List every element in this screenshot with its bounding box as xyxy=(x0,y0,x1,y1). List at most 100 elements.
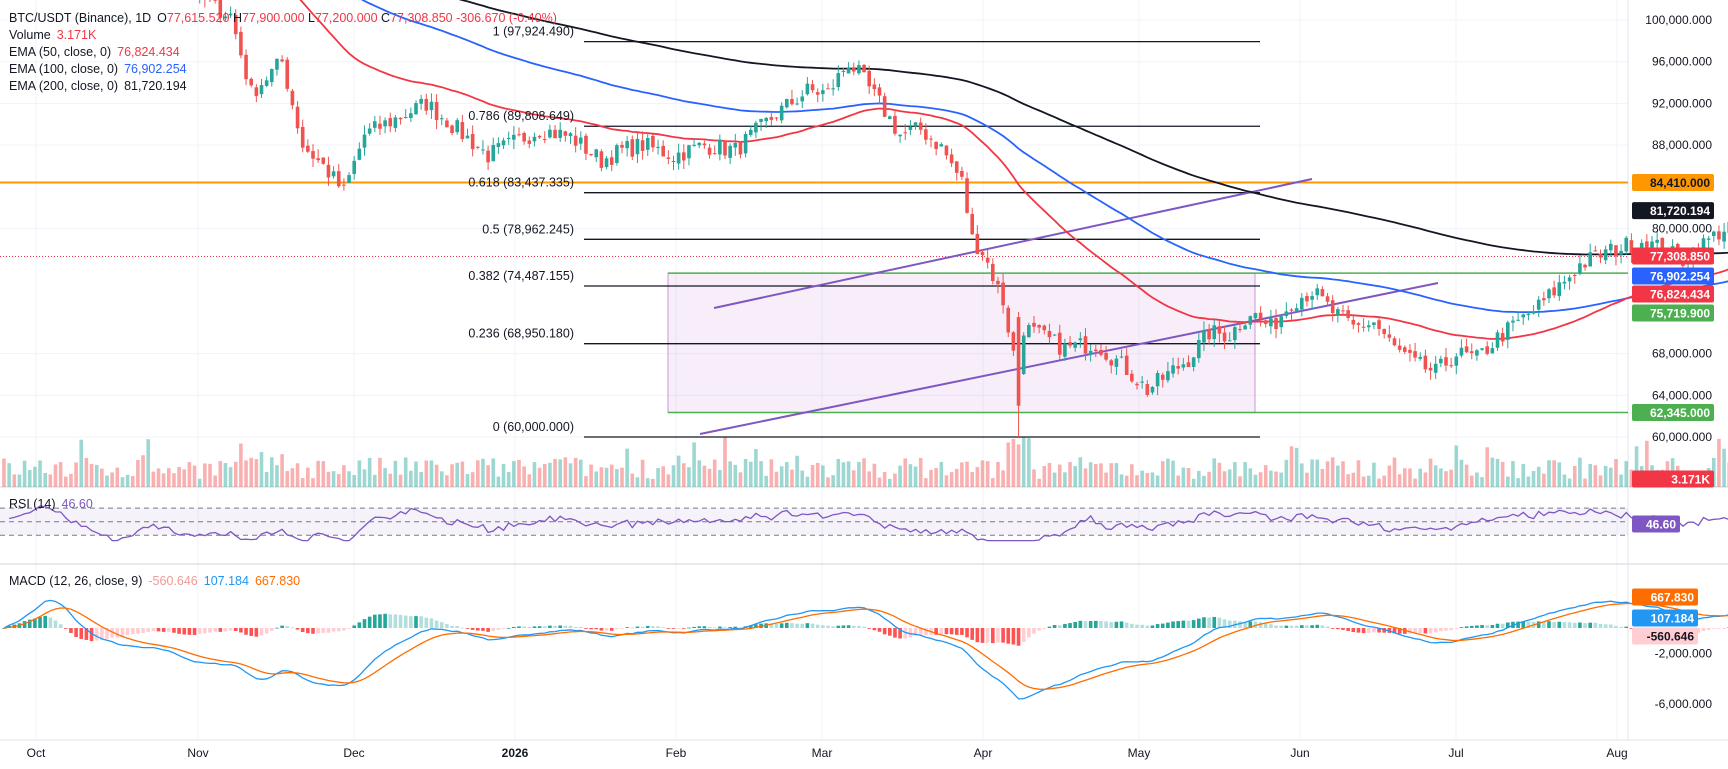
macd-histogram-bar xyxy=(888,628,892,636)
volume-bar xyxy=(1521,464,1526,487)
macd-histogram-bar xyxy=(615,628,619,630)
candle-body xyxy=(661,145,665,157)
macd-histogram-bar xyxy=(790,623,794,628)
macd-histogram-bar xyxy=(409,616,413,628)
candle-body xyxy=(470,133,475,150)
price-tick-label: 100,000.000 xyxy=(1645,13,1712,27)
macd-histogram-bar xyxy=(218,628,223,632)
ema200-badge-text: 81,720.194 xyxy=(1650,204,1710,218)
macd-histogram-bar xyxy=(110,628,114,638)
macd-histogram-bar xyxy=(1130,623,1134,628)
volume-bar xyxy=(1372,462,1376,487)
rsi-legend[interactable]: RSI (14) 46.60 xyxy=(9,497,93,511)
macd-histogram-bar xyxy=(821,625,825,628)
candle-body xyxy=(1439,358,1443,364)
symbol-title[interactable]: BTC/USDT (Binance), 1D xyxy=(9,11,152,25)
volume-bar xyxy=(1361,476,1366,487)
candle-body xyxy=(1655,239,1659,243)
volume-bar xyxy=(1413,478,1417,487)
macd-histogram-bar xyxy=(89,628,94,642)
volume-legend-row[interactable]: Volume 3.171K xyxy=(9,27,557,44)
volume-bar xyxy=(53,464,58,487)
volume-bar xyxy=(743,458,748,487)
volume-bar xyxy=(43,472,47,487)
volume-bar xyxy=(208,463,212,487)
macd-histogram-bar xyxy=(862,626,866,628)
macd-histogram-bar xyxy=(115,628,120,638)
volume-bar xyxy=(702,465,707,487)
candle-body xyxy=(1227,340,1232,342)
candle-body xyxy=(594,149,599,158)
candle-body xyxy=(512,134,516,140)
ema200-legend-row[interactable]: EMA (200, close, 0) 81,720.194 xyxy=(9,78,557,95)
volume-bar xyxy=(1124,475,1129,487)
macd-histogram-bar xyxy=(1356,628,1361,633)
macd-histogram-bar xyxy=(831,626,835,628)
macd-histogram-bar xyxy=(1057,625,1062,628)
ema100-legend-row[interactable]: EMA (100, close, 0) 76,902.254 xyxy=(9,61,557,78)
volume-bar xyxy=(357,460,362,487)
macd-histogram-bar xyxy=(779,623,784,628)
candle-body xyxy=(1516,319,1520,321)
macd-histogram-bar xyxy=(367,616,372,628)
macd-histogram-bar xyxy=(893,628,897,638)
macd-histogram-bar xyxy=(167,628,171,632)
candle-body xyxy=(1171,365,1175,374)
macd-histogram-bar xyxy=(579,627,583,628)
macd-legend[interactable]: MACD (12, 26, close, 9) -560.646 107.184… xyxy=(9,574,300,588)
volume-bar xyxy=(270,457,274,487)
macd-histogram-bar xyxy=(1361,628,1366,634)
price-tick-label: 80,000.000 xyxy=(1652,222,1712,236)
candle-body xyxy=(975,233,980,255)
candle-body xyxy=(1037,324,1041,328)
macd-histogram-bar xyxy=(712,627,717,629)
macd-histogram-bar xyxy=(326,628,331,633)
macd-histogram-bar xyxy=(439,622,444,628)
macd-histogram-bar xyxy=(1464,626,1469,628)
volume-bar xyxy=(1464,464,1469,487)
candle-body xyxy=(1639,242,1644,250)
candle-body xyxy=(1325,296,1330,302)
macd-histogram-bar xyxy=(146,628,150,633)
candle-body xyxy=(903,132,908,134)
volume-bar xyxy=(815,462,820,487)
candle-body xyxy=(429,101,434,111)
volume-bar xyxy=(635,477,640,487)
macd-histogram-bar xyxy=(1284,625,1289,628)
volume-bar xyxy=(620,467,624,487)
macd-histogram-bar xyxy=(1506,622,1510,628)
candle-body xyxy=(1284,311,1289,317)
time-tick-label: 2026 xyxy=(502,746,529,760)
candle-body xyxy=(1052,334,1057,336)
volume-bar xyxy=(949,472,954,487)
candle-body xyxy=(960,170,964,177)
candle-body xyxy=(1356,323,1361,325)
volume-bar xyxy=(615,469,619,487)
volume-bar xyxy=(7,463,11,487)
ema50-legend-row[interactable]: EMA (50, close, 0) 76,824.434 xyxy=(9,44,557,61)
macd-histogram-bar xyxy=(1413,628,1417,634)
candle-body xyxy=(800,96,805,102)
macd-histogram-bar xyxy=(1269,624,1273,628)
macd-histogram-bar xyxy=(625,627,629,628)
macd-histogram-bar xyxy=(733,626,738,628)
volume-bar xyxy=(1032,469,1036,487)
candle-body xyxy=(1572,274,1577,277)
volume-bar xyxy=(671,465,676,487)
volume-bar xyxy=(1397,474,1402,487)
time-tick-label: Mar xyxy=(812,746,833,760)
fib-label: 0.236 (68,950.180) xyxy=(468,327,574,341)
macd-histogram-bar xyxy=(1428,628,1433,634)
macd-histogram-bar xyxy=(975,628,980,643)
range-box xyxy=(667,272,1256,414)
candle-body xyxy=(409,113,413,119)
price-tick-label: 88,000.000 xyxy=(1652,138,1712,152)
volume-bar xyxy=(491,458,496,487)
macd-histogram-bar xyxy=(1021,628,1026,642)
volume-bar xyxy=(1392,457,1397,487)
volume-bar xyxy=(228,467,233,487)
volume-bar xyxy=(1202,475,1206,487)
candle-body xyxy=(1428,367,1433,371)
macd-histogram-bar xyxy=(203,628,207,634)
